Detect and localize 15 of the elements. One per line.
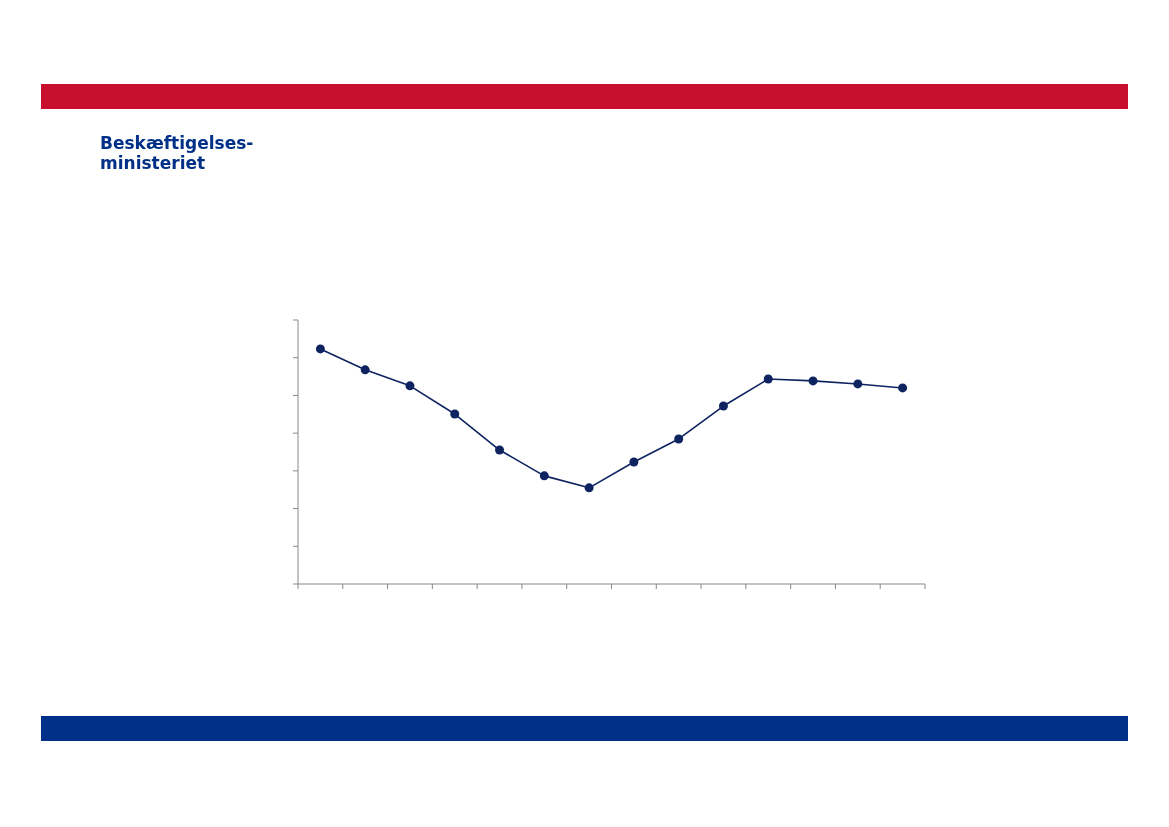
point <box>718 401 728 411</box>
point <box>495 445 505 455</box>
point <box>763 374 773 384</box>
point <box>898 383 908 393</box>
text: Beskæftigelses-ministeriet <box>100 133 254 173</box>
point <box>315 344 325 354</box>
point <box>405 381 415 391</box>
point <box>808 376 818 386</box>
point <box>629 457 639 467</box>
point <box>853 379 863 389</box>
point <box>360 365 370 375</box>
point <box>450 409 460 419</box>
point <box>674 434 684 444</box>
point <box>584 483 594 493</box>
point <box>539 471 549 481</box>
